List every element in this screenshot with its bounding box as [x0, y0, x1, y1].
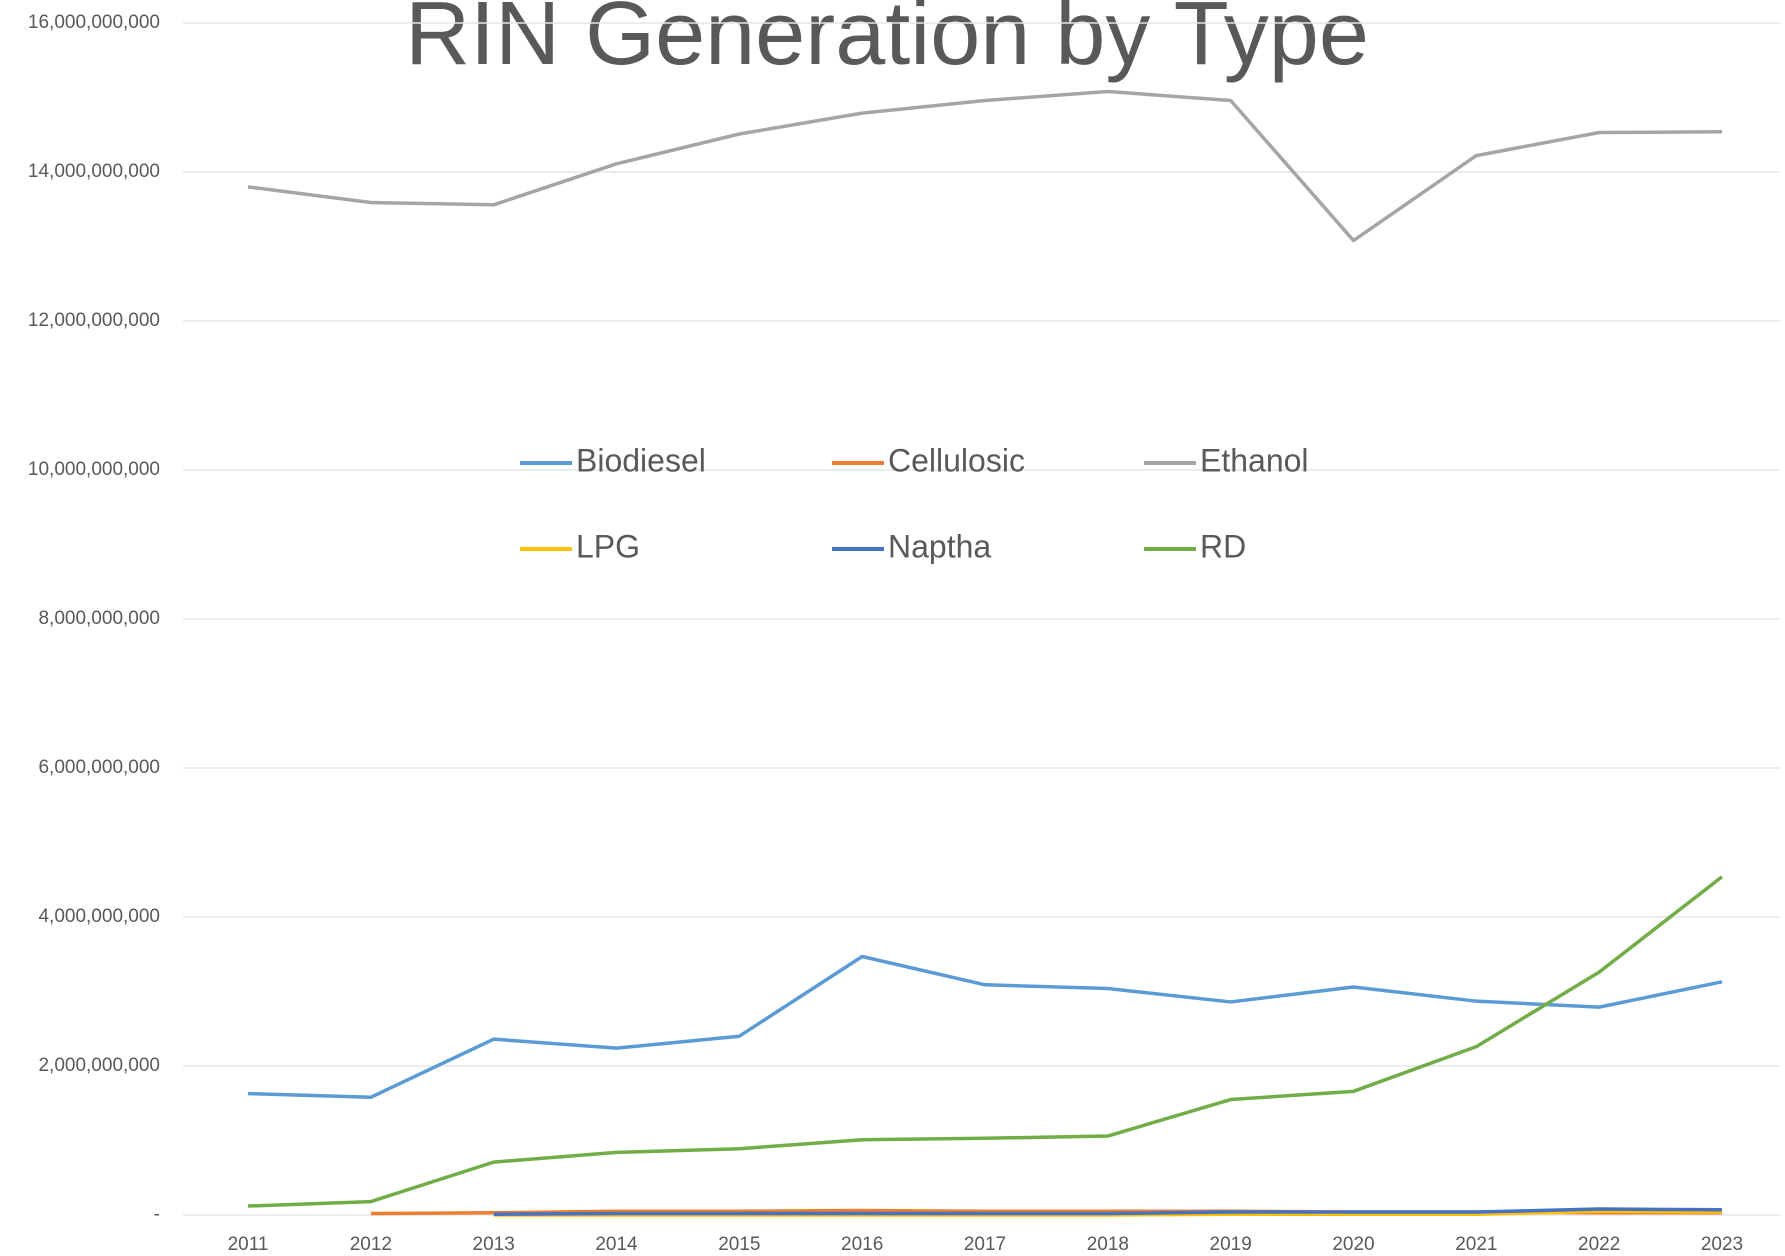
- series-line: [247, 875, 1724, 1208]
- x-tick-label: 2013: [473, 1234, 515, 1255]
- x-tick-label: 2016: [841, 1234, 883, 1255]
- legend-item: LPG: [520, 528, 640, 564]
- x-tick-label: 2018: [1087, 1234, 1129, 1255]
- y-tick-label: 10,000,000,000: [28, 459, 160, 480]
- legend-item: Ethanol: [1144, 442, 1309, 478]
- legend-label: Ethanol: [1200, 442, 1309, 478]
- legend-label: Naptha: [888, 528, 991, 564]
- x-tick-label: 2015: [718, 1234, 760, 1255]
- series-line: [247, 89, 1723, 243]
- x-tick-label: 2021: [1455, 1234, 1497, 1255]
- legend-label: RD: [1200, 528, 1246, 564]
- y-tick-label: 8,000,000,000: [38, 608, 160, 629]
- legend-item: RD: [1144, 528, 1246, 564]
- y-tick-label: 6,000,000,000: [38, 757, 160, 778]
- y-tick-label: 16,000,000,000: [28, 12, 160, 33]
- y-tick-label: 2,000,000,000: [38, 1055, 160, 1076]
- y-tick-label: -: [154, 1204, 160, 1225]
- x-tick-label: 2012: [350, 1234, 392, 1255]
- series-line: [493, 1207, 1723, 1217]
- legend-item: Biodiesel: [520, 442, 706, 478]
- x-tick-label: 2022: [1578, 1234, 1620, 1255]
- series-line: [247, 954, 1723, 1100]
- x-tick-label: 2017: [964, 1234, 1006, 1255]
- x-tick-label: 2011: [228, 1234, 269, 1255]
- x-tick-label: 2020: [1332, 1234, 1374, 1255]
- y-tick-label: 4,000,000,000: [38, 906, 160, 927]
- x-tick-label: 2019: [1210, 1234, 1252, 1255]
- legend-label: LPG: [576, 528, 640, 564]
- legend-label: Biodiesel: [576, 442, 706, 478]
- chart-title: RIN Generation by Type: [405, 0, 1369, 84]
- legend-label: Cellulosic: [888, 442, 1025, 478]
- y-tick-label: 14,000,000,000: [28, 161, 160, 182]
- y-tick-label: 12,000,000,000: [28, 310, 160, 331]
- legend-item: Naptha: [832, 528, 991, 564]
- x-tick-label: 2023: [1701, 1234, 1743, 1255]
- x-tick-label: 2014: [595, 1234, 638, 1255]
- legend-item: Cellulosic: [832, 442, 1025, 478]
